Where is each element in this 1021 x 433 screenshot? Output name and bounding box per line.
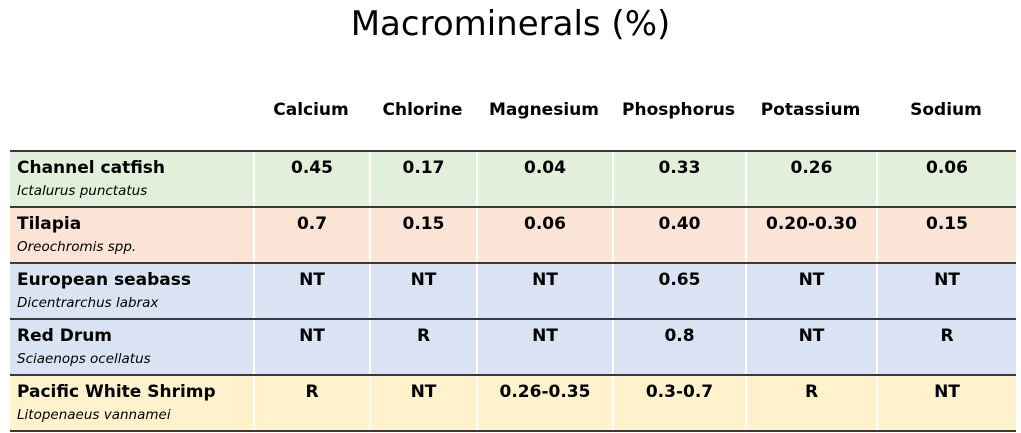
table-cell: 0.40 [612,208,745,262]
species-name: Channel catfish [17,158,166,178]
table-row: Pacific White Shrimp Litopenaeus vannamei… [10,374,1016,432]
scientific-name: Dicentrarchus labrax [17,295,159,311]
scientific-name: Litopenaeus vannamei [17,407,171,423]
column-header: Chlorine [382,100,463,120]
species-name: Red Drum [17,326,113,346]
table-row: Channel catfish Ictalurus punctatus 0.45 0.… [10,150,1016,206]
table-cell: 0.8 [612,320,745,374]
scientific-name: Sciaenops ocellatus [17,351,151,367]
table-cell: 0.7 [253,208,369,262]
table-cell: NT [876,264,1016,318]
column-header: Potassium [760,100,861,120]
table-cell: NT [476,264,612,318]
column-header: Sodium [910,100,982,120]
table-cell: NT [369,264,476,318]
table-cell: 0.3-0.7 [612,376,745,430]
table-cell: 0.06 [876,152,1016,206]
species-name: Pacific White Shrimp [17,382,216,402]
table-row: European seabass Dicentrarchus labrax NT NT… [10,262,1016,318]
table-cell: 0.15 [369,208,476,262]
table-cell: 0.65 [612,264,745,318]
table-row: Tilapia Oreochromis spp. 0.7 0.15 0.06 0.40 0.… [10,206,1016,262]
table-cell: 0.26-0.35 [476,376,612,430]
species-name: European seabass [17,270,191,290]
table-cell: 0.20-0.30 [745,208,876,262]
table-cell: NT [745,264,876,318]
table-cell: NT [253,264,369,318]
table-cell: NT [476,320,612,374]
table-cell: 0.17 [369,152,476,206]
species-name: Tilapia [17,214,82,234]
column-header: Magnesium [489,100,599,120]
table-cell: R [876,320,1016,374]
table-cell: 0.15 [876,208,1016,262]
table-cell: 0.04 [476,152,612,206]
table-cell: 0.33 [612,152,745,206]
table-row: Red Drum Sciaenops ocellatus NT R NT 0.8 NT R [10,318,1016,374]
column-header: Phosphorus [622,100,735,120]
table-cell: 0.06 [476,208,612,262]
table-cell: 0.26 [745,152,876,206]
table-cell: R [253,376,369,430]
table-cell: R [369,320,476,374]
scientific-name: Oreochromis spp. [17,239,137,255]
scientific-name: Ictalurus punctatus [17,183,148,199]
table-cell: NT [745,320,876,374]
column-header: Calcium [273,100,349,120]
title: Macrominerals (%) [350,4,671,44]
table-cell: 0.45 [253,152,369,206]
table-cell: R [745,376,876,430]
table-cell: NT [253,320,369,374]
table-cell: NT [876,376,1016,430]
table-cell: NT [369,376,476,430]
